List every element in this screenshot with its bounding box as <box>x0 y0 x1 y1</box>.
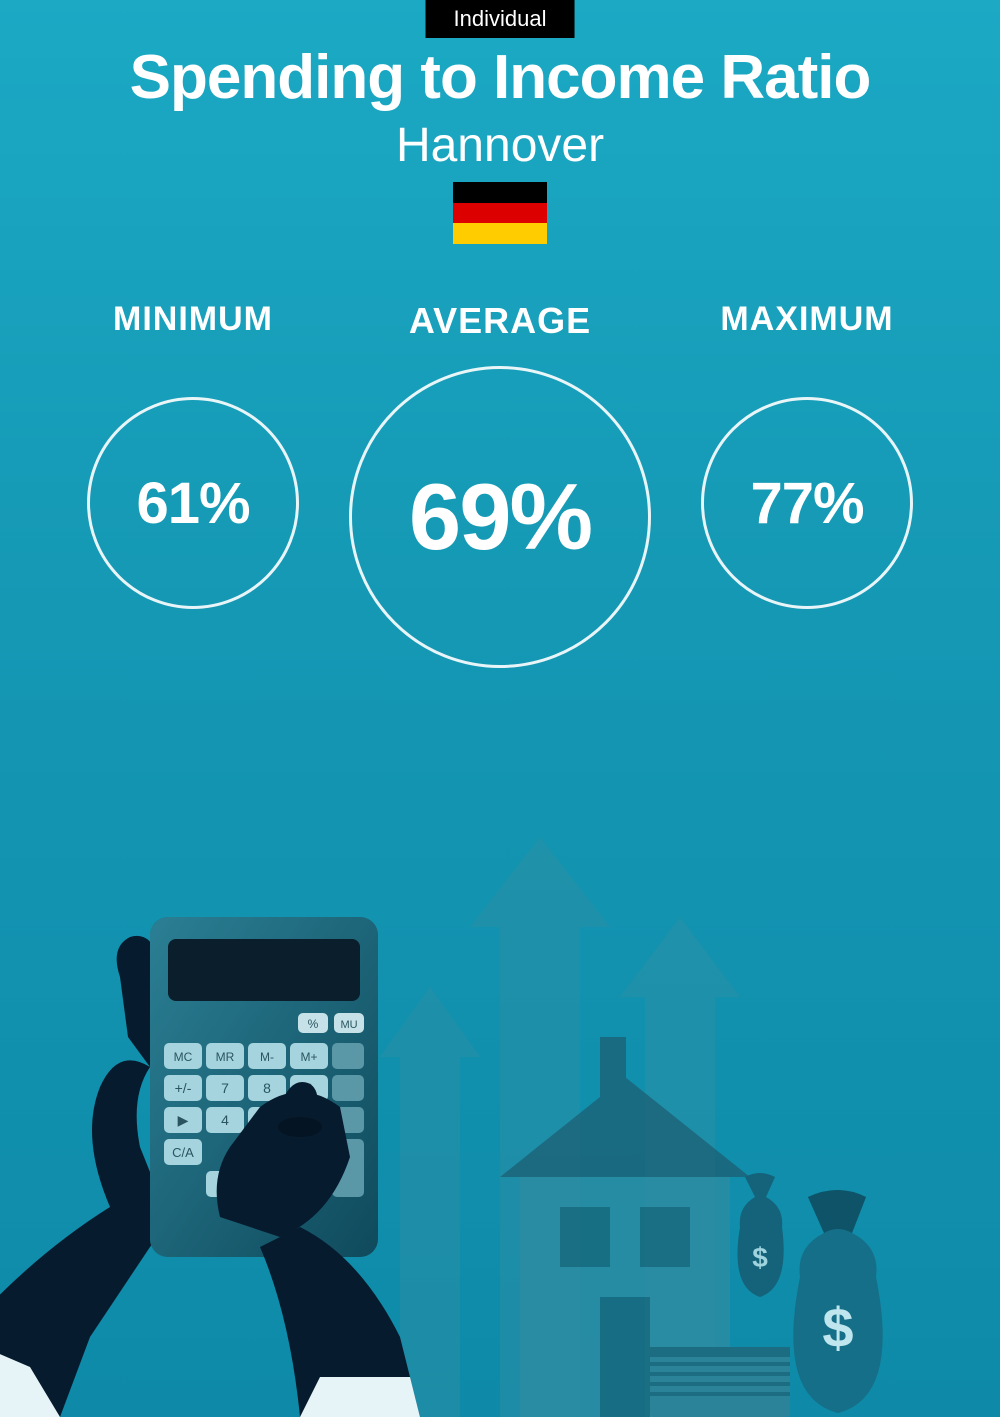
svg-text:MR: MR <box>216 1050 235 1064</box>
svg-text:M-: M- <box>260 1050 274 1064</box>
stat-value: 69% <box>409 463 591 571</box>
svg-text:M+: M+ <box>300 1050 317 1064</box>
city-name: Hannover <box>0 118 1000 173</box>
stat-circle: 77% <box>701 397 913 609</box>
svg-text:C/A: C/A <box>172 1145 194 1160</box>
category-tab: Individual <box>426 0 575 38</box>
money-bag-small-icon: $ <box>738 1173 784 1297</box>
svg-text:7: 7 <box>221 1080 229 1096</box>
stats-row: MINIMUM 61% AVERAGE 69% MAXIMUM 77% <box>0 300 1000 668</box>
svg-text:$: $ <box>822 1296 853 1359</box>
money-bag-icon: $ <box>793 1190 882 1413</box>
stat-circle: 61% <box>87 397 299 609</box>
page-title: Spending to Income Ratio <box>0 42 1000 113</box>
svg-text:▶: ▶ <box>178 1112 189 1128</box>
svg-text:MU: MU <box>340 1019 357 1031</box>
stat-value: 77% <box>750 470 863 537</box>
svg-text:+/-: +/- <box>175 1080 192 1096</box>
stat-maximum: MAXIMUM 77% <box>701 300 913 609</box>
stat-average: AVERAGE 69% <box>349 300 651 668</box>
svg-text:$: $ <box>752 1242 768 1273</box>
svg-text:%: % <box>308 1017 319 1031</box>
stat-value: 61% <box>136 470 249 537</box>
flag-stripe <box>453 223 547 244</box>
stat-label: AVERAGE <box>409 300 591 342</box>
cash-stack-icon <box>650 1347 790 1417</box>
svg-text:MC: MC <box>174 1050 193 1064</box>
flag-stripe <box>453 203 547 224</box>
stat-label: MINIMUM <box>113 300 273 339</box>
illustration: $ $ % MU MC MR M- M+ <box>0 777 1000 1417</box>
flag-germany <box>453 182 547 244</box>
svg-text:8: 8 <box>263 1080 271 1096</box>
flag-stripe <box>453 182 547 203</box>
stat-label: MAXIMUM <box>720 300 893 339</box>
stat-minimum: MINIMUM 61% <box>87 300 299 609</box>
svg-text:4: 4 <box>221 1112 229 1128</box>
stat-circle: 69% <box>349 366 651 668</box>
